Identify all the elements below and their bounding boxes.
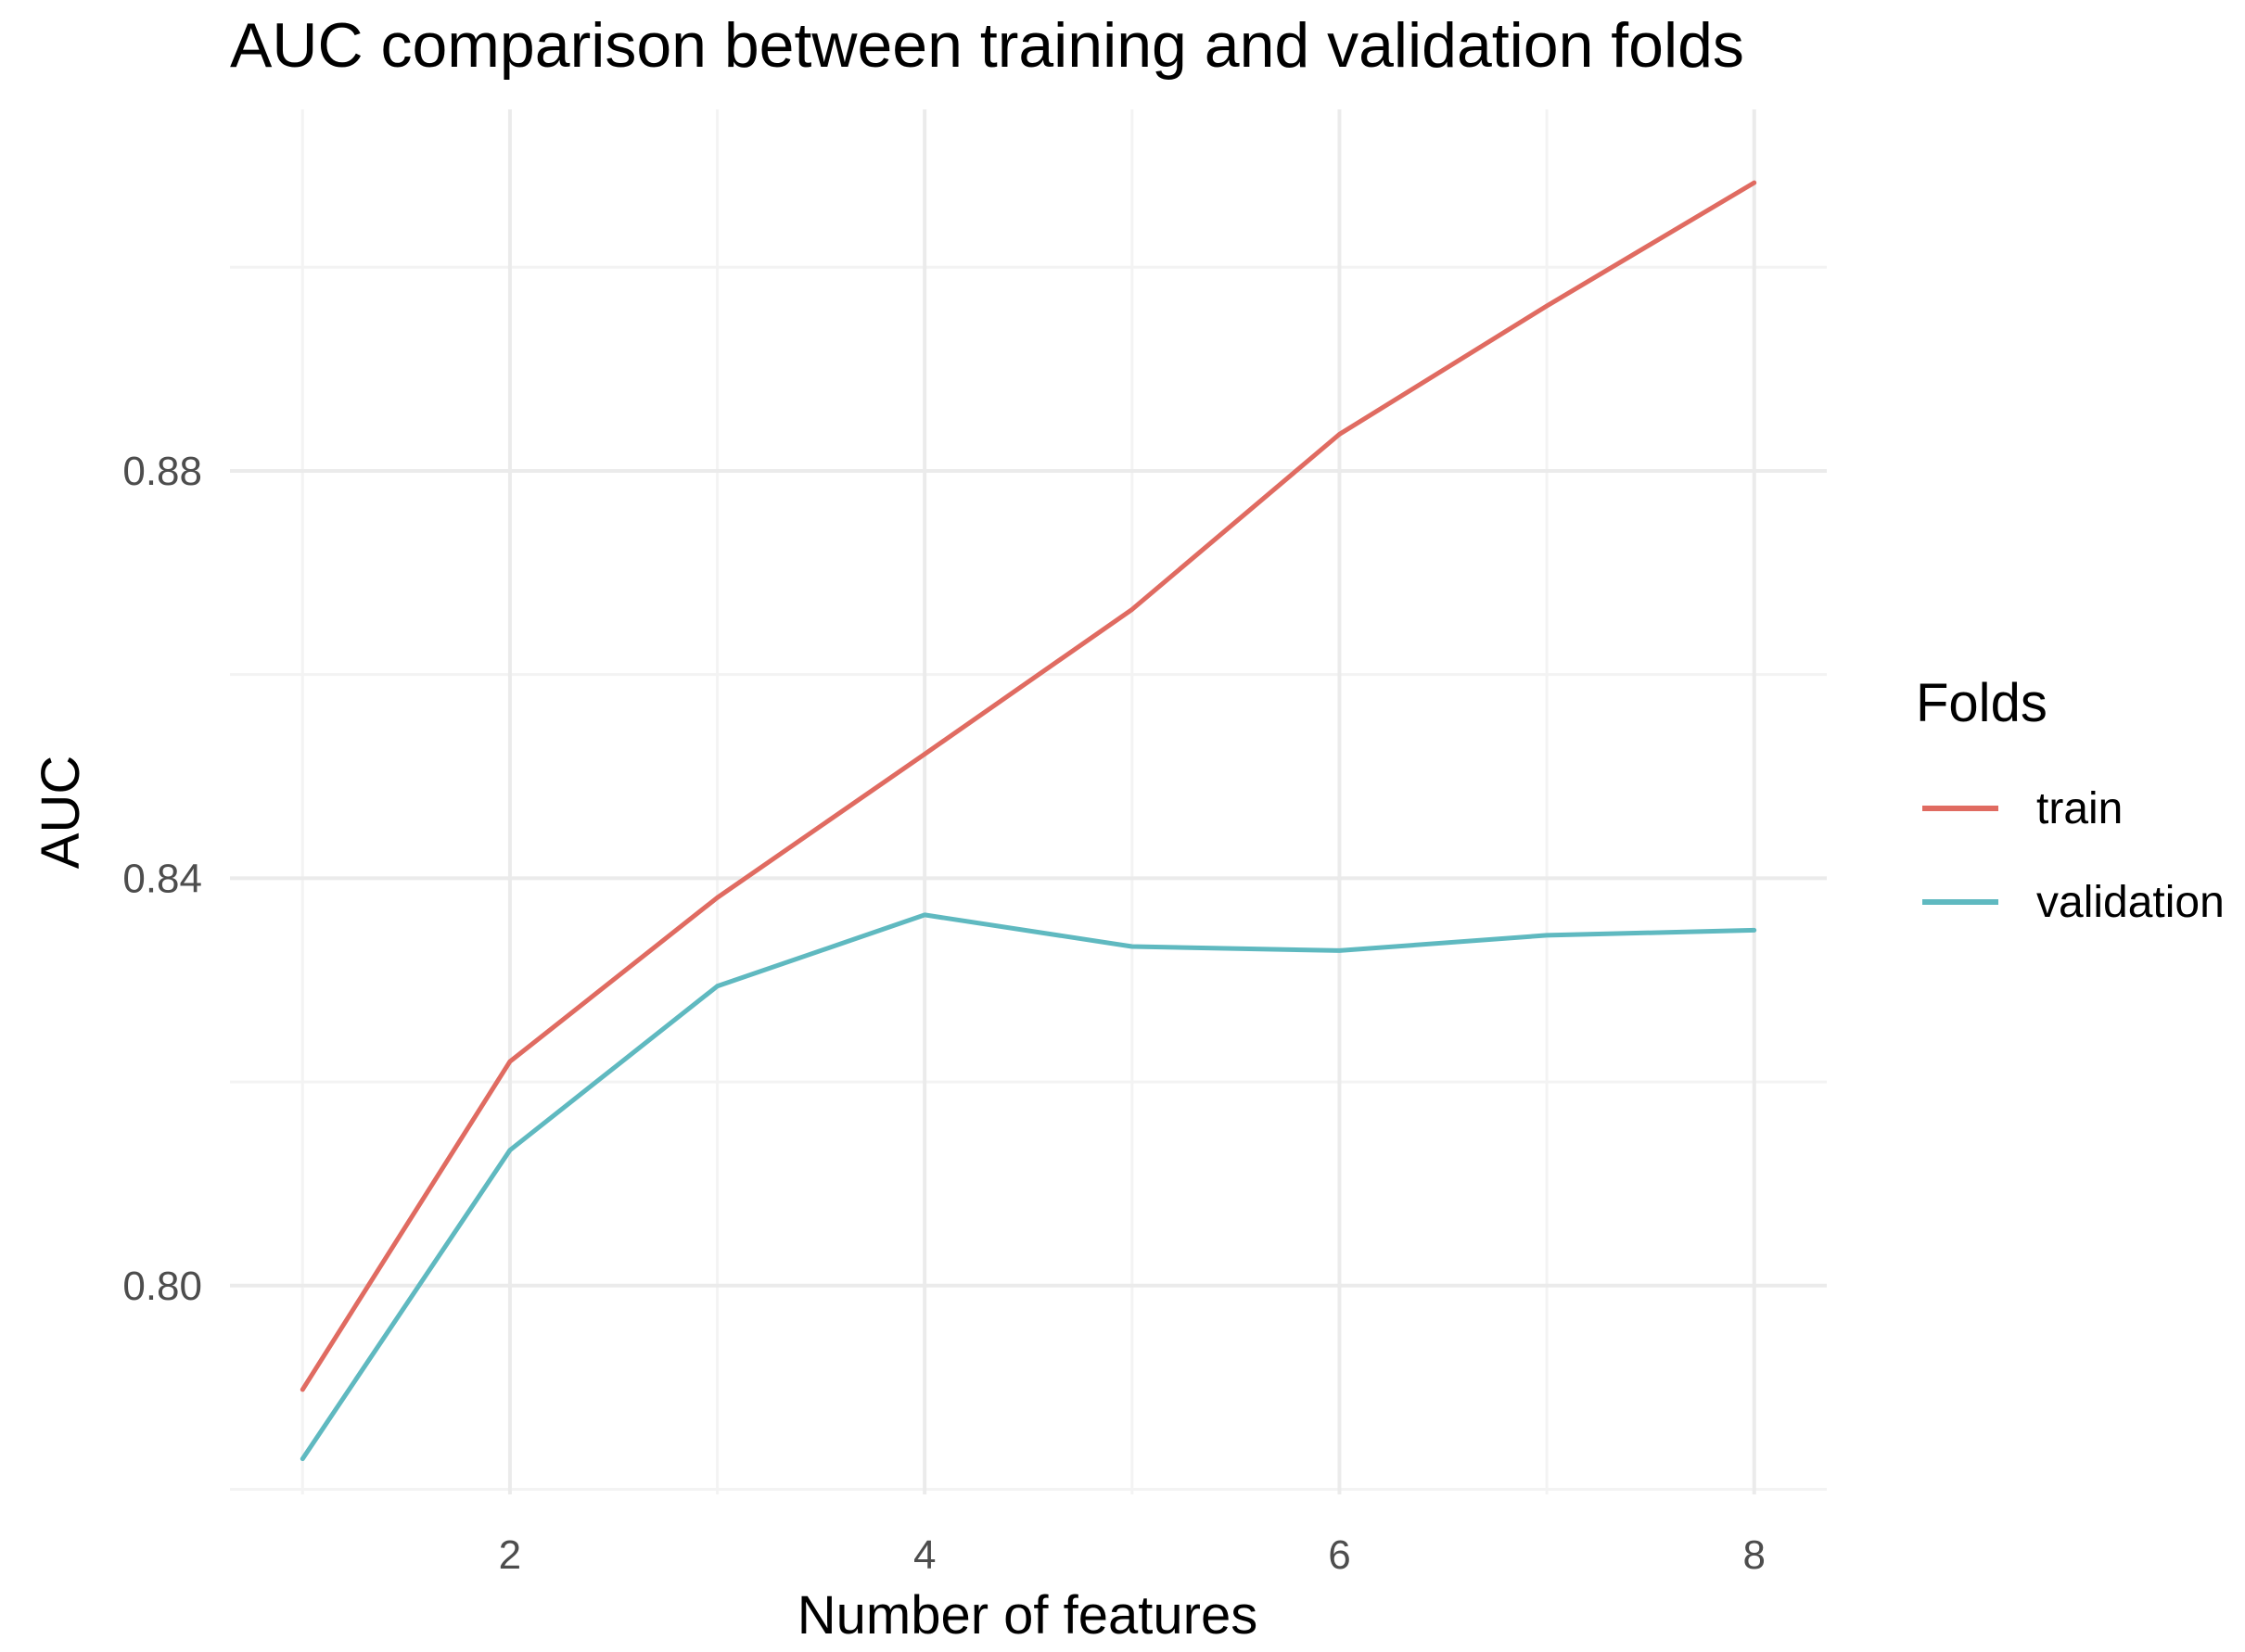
legend-label-train: train [2036, 784, 2123, 833]
series-lines [300, 180, 1757, 1462]
chart-title: AUC comparison between training and vali… [230, 10, 1744, 81]
x-tick-label: 6 [1328, 1532, 1350, 1578]
series-line-validation [300, 912, 1757, 1462]
legend-title: Folds [1916, 673, 2047, 733]
x-axis-ticks: 2 4 6 8 [499, 1532, 1766, 1578]
y-tick-label: 0.88 [122, 449, 202, 494]
y-axis-ticks: 0.80 0.84 0.88 [122, 449, 202, 1309]
legend-label-validation: validation [2036, 878, 2225, 927]
grid [230, 109, 1827, 1494]
x-axis-title: Number of features [797, 1585, 1257, 1646]
y-axis-title: AUC [31, 756, 91, 869]
y-tick-label: 0.80 [122, 1264, 202, 1309]
x-tick-label: 2 [499, 1532, 521, 1578]
series-line-train [300, 180, 1757, 1392]
x-tick-label: 8 [1742, 1532, 1765, 1578]
legend-items: train validation [1922, 784, 2225, 927]
legend: Folds train validation [1916, 673, 2225, 927]
x-tick-label: 4 [913, 1532, 936, 1578]
y-tick-label: 0.84 [122, 856, 202, 901]
